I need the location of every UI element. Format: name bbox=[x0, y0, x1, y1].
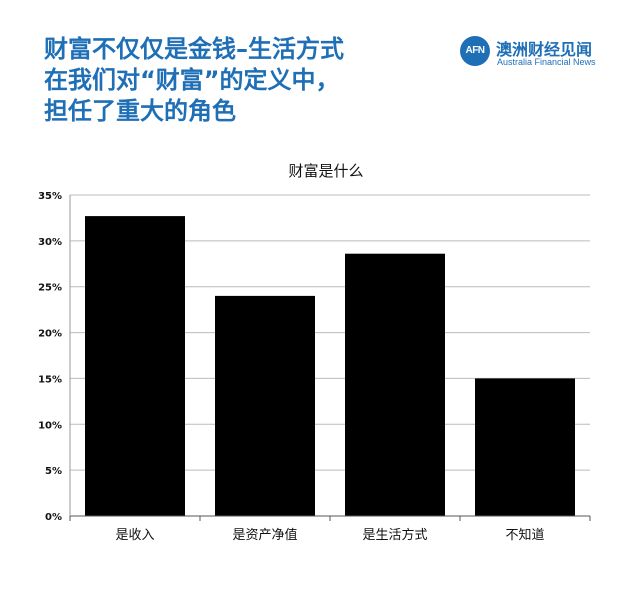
headline-line-3: 担任了重大的角色 bbox=[44, 97, 236, 125]
y-tick-label: 15% bbox=[38, 374, 62, 385]
y-tick-label: 35% bbox=[38, 191, 62, 202]
y-tick-label: 0% bbox=[45, 512, 62, 523]
y-tick-label: 25% bbox=[38, 283, 62, 294]
afn-logo-icon: AFN bbox=[460, 36, 490, 66]
y-tick-label: 10% bbox=[38, 420, 62, 431]
brand-name-cn: 澳洲财经见闻 bbox=[496, 40, 593, 59]
brand-logo-block: AFN 澳洲财经见闻 Australia Financial News bbox=[460, 36, 632, 72]
x-axis: 是收入 是资产净值 是生活方式 不知道 bbox=[69, 195, 591, 543]
x-tick-label: 是资产净值 bbox=[232, 527, 297, 543]
x-tick-label: 是收入 bbox=[115, 528, 154, 543]
bar bbox=[475, 378, 575, 516]
headline: 财富不仅仅是金钱–生活方式 在我们对“财富”的定义中， 担任了重大的角色 bbox=[44, 34, 424, 127]
bar-chart: 财富是什么 0% 5% 10% 15% 20% 25% 30% 35% 是收入 是资产净值 是生活… bbox=[38, 162, 591, 543]
x-tick-label: 不知道 bbox=[505, 527, 544, 543]
chart-title: 财富是什么 bbox=[288, 162, 363, 180]
x-tick-label: 是生活方式 bbox=[362, 527, 427, 543]
y-axis: 0% 5% 10% 15% 20% 25% 30% 35% bbox=[38, 191, 62, 523]
brand-name-en: Australia Financial News bbox=[497, 57, 596, 67]
headline-line-1: 财富不仅仅是金钱–生活方式 bbox=[44, 35, 344, 63]
bar bbox=[345, 253, 445, 516]
y-tick-label: 20% bbox=[38, 329, 62, 340]
bars bbox=[85, 216, 575, 516]
y-tick-label: 5% bbox=[45, 466, 62, 477]
bar bbox=[215, 295, 315, 516]
y-tick-label: 30% bbox=[38, 237, 62, 248]
bar bbox=[85, 216, 185, 516]
headline-line-2: 在我们对“财富”的定义中， bbox=[44, 66, 340, 94]
